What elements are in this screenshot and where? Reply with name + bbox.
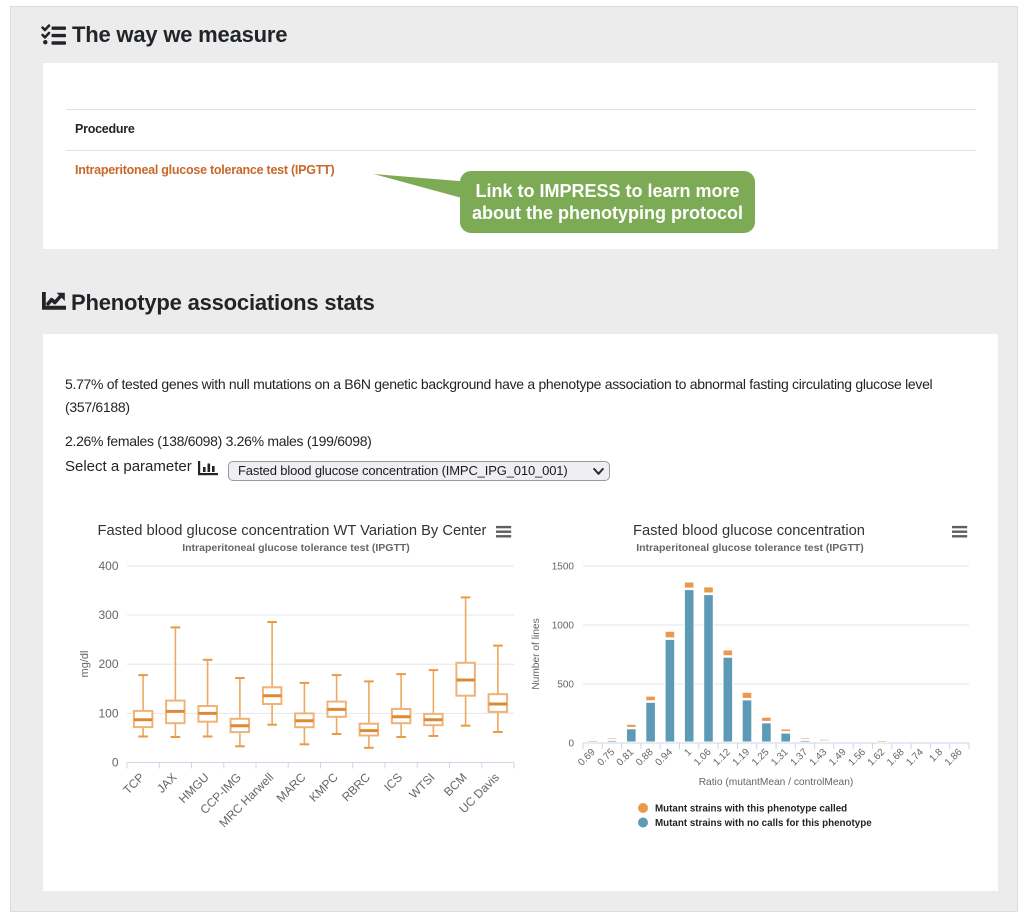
svg-text:1: 1 [683,747,695,759]
svg-text:0.69: 0.69 [576,747,598,769]
svg-text:1.43: 1.43 [808,747,830,769]
svg-text:1.56: 1.56 [846,747,868,769]
svg-text:1.74: 1.74 [904,747,926,769]
svg-text:Fasted blood glucose concentra: Fasted blood glucose concentration WT Va… [98,523,487,539]
svg-text:300: 300 [98,608,118,622]
svg-text:TCP: TCP [120,770,147,797]
svg-text:0.88: 0.88 [634,747,656,769]
svg-text:Intraperitoneal glucose tolera: Intraperitoneal glucose tolerance test (… [182,542,410,554]
svg-text:Mutant strains with this pheno: Mutant strains with this phenotype calle… [655,804,847,815]
svg-text:1.06: 1.06 [692,747,714,769]
svg-text:0.81: 0.81 [615,747,637,769]
svg-text:400: 400 [98,559,118,573]
svg-text:1500: 1500 [552,562,575,573]
svg-text:0: 0 [568,739,574,750]
svg-text:500: 500 [557,680,574,691]
svg-text:1.37: 1.37 [789,747,811,769]
svg-text:ICS: ICS [381,770,405,794]
svg-text:200: 200 [98,657,118,671]
svg-text:1.31: 1.31 [769,747,791,769]
svg-text:1.12: 1.12 [711,747,733,769]
svg-text:WTSI: WTSI [406,770,437,801]
svg-text:RBRC: RBRC [339,770,373,804]
svg-text:1.68: 1.68 [885,747,907,769]
svg-text:Intraperitoneal glucose tolera: Intraperitoneal glucose tolerance test (… [636,542,864,554]
svg-text:0.75: 0.75 [596,747,618,769]
svg-text:Mutant strains with no calls f: Mutant strains with no calls for this ph… [655,818,872,829]
svg-text:Fasted blood glucose concentra: Fasted blood glucose concentration [633,523,865,539]
svg-text:1.86: 1.86 [943,747,965,769]
svg-text:100: 100 [98,706,118,720]
svg-text:0.94: 0.94 [653,747,675,769]
svg-text:Number of lines: Number of lines [531,618,542,689]
svg-text:BCM: BCM [441,770,470,799]
svg-text:1000: 1000 [552,621,575,632]
svg-text:MARC: MARC [274,770,309,805]
svg-text:JAX: JAX [154,770,179,795]
svg-text:1.25: 1.25 [750,747,772,769]
svg-text:1.62: 1.62 [866,747,888,769]
svg-text:0: 0 [112,756,119,770]
svg-text:KMPC: KMPC [306,770,341,805]
svg-text:Ratio (mutantMean / controlMea: Ratio (mutantMean / controlMean) [699,777,854,788]
svg-text:1.19: 1.19 [731,747,753,769]
svg-text:mg/dl: mg/dl [79,651,91,678]
svg-text:1.49: 1.49 [827,747,849,769]
